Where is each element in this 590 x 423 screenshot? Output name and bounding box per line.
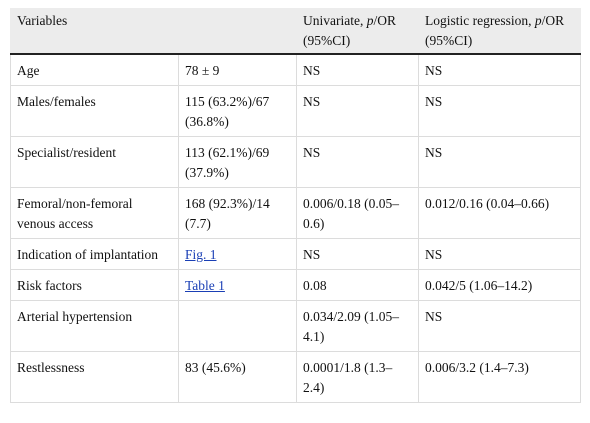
table-row: Risk factors Table 1 0.08 0.042/5 (1.06–14.…: [10, 269, 582, 301]
table-cell: 0.034/2.09 (1.05–4.1): [296, 300, 420, 352]
table-cell: 0.08: [296, 269, 420, 301]
table-cell: 0.012/0.16 (0.04–0.66): [418, 187, 582, 239]
header-cell: Variables: [9, 8, 298, 55]
table-cell: Risk factors: [10, 269, 179, 301]
table-cell: NS: [418, 136, 582, 188]
reference-link[interactable]: Fig. 1: [185, 247, 217, 262]
table-cell: NS: [296, 238, 420, 270]
table-cell: Fig. 1: [177, 238, 298, 270]
table-cell: 0.006/3.2 (1.4–7.3): [418, 351, 582, 403]
table-cell: Arterial hypertension: [10, 300, 179, 352]
header-text: Univariate,: [303, 13, 367, 28]
header-cell: Univariate, p/OR (95%CI): [296, 8, 420, 55]
table-cell: 0.006/0.18 (0.05–0.6): [296, 187, 420, 239]
table-cell: 83 (45.6%): [177, 351, 298, 403]
results-table: Variables Univariate, p/OR (95%CI) Logisti…: [9, 8, 582, 403]
table-cell: 113 (62.1%)/69 (37.9%): [177, 136, 298, 188]
header-text: Logistic regression,: [425, 13, 535, 28]
table-cell: 0.0001/1.8 (1.3–2.4): [296, 351, 420, 403]
table-cell: Specialist/resident: [10, 136, 179, 188]
table-cell: NS: [418, 300, 582, 352]
table-cell: NS: [418, 53, 582, 86]
reference-link[interactable]: Table 1: [185, 278, 225, 293]
header-text: p: [366, 13, 374, 28]
table-cell: NS: [296, 136, 420, 188]
table-cell: Males/females: [10, 85, 179, 137]
table-row: Age 78 ± 9 NS NS: [10, 53, 582, 86]
header-cell: Logistic regression, p/OR (95%CI): [418, 8, 582, 55]
table-body: Age 78 ± 9 NS NS Males/females 115 (63.2%)/67…: [10, 53, 582, 403]
table-cell: Table 1: [177, 269, 298, 301]
table-cell: Restlessness: [10, 351, 179, 403]
table-cell: Femoral/non-femoral venous access: [10, 187, 179, 239]
table-row: Indication of implantation Fig. 1 NS NS: [10, 238, 582, 270]
table-row: Arterial hypertension 0.034/2.09 (1.05–4.…: [10, 300, 582, 352]
table-row: Femoral/non-femoral venous access 168 (92…: [10, 187, 582, 239]
table-header: Variables Univariate, p/OR (95%CI) Logisti…: [9, 8, 582, 55]
table-cell: NS: [296, 85, 420, 137]
table-cell: [177, 300, 298, 352]
table-cell: 0.042/5 (1.06–14.2): [418, 269, 582, 301]
table-cell: 115 (63.2%)/67 (36.8%): [177, 85, 298, 137]
table-row: Males/females 115 (63.2%)/67 (36.8%) NS NS: [10, 85, 582, 137]
header-text: p: [534, 13, 542, 28]
table-cell: NS: [418, 85, 582, 137]
table-row: Restlessness 83 (45.6%) 0.0001/1.8 (1.3–2.…: [10, 351, 582, 403]
header-text: /OR (95%CI): [425, 13, 565, 48]
header-row: Variables Univariate, p/OR (95%CI) Logisti…: [9, 8, 582, 55]
table-row: Specialist/resident 113 (62.1%)/69 (37.9%…: [10, 136, 582, 188]
table-cell: 78 ± 9: [177, 53, 298, 86]
table-cell: 168 (92.3%)/14 (7.7): [177, 187, 298, 239]
header-text: Variables: [17, 13, 68, 28]
table-cell: NS: [296, 53, 420, 86]
header-text: /OR (95%CI): [303, 13, 397, 48]
table-cell: Age: [10, 53, 179, 86]
table-cell: NS: [418, 238, 582, 270]
table-cell: Indication of implantation: [10, 238, 179, 270]
